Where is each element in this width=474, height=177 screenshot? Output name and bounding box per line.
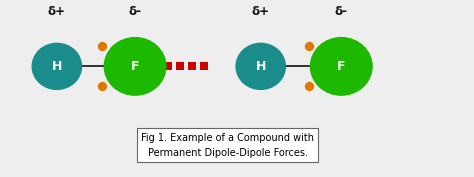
Point [98,85,106,88]
Point [98,45,106,48]
Text: F: F [131,60,139,73]
Point [305,85,313,88]
Circle shape [310,38,372,95]
Text: δ-: δ- [128,5,142,18]
Text: Fig 1. Example of a Compound with
Permanent Dipole-Dipole Forces.: Fig 1. Example of a Compound with Perman… [141,133,314,158]
Text: δ+: δ+ [252,5,270,18]
Text: F: F [337,60,346,73]
Text: δ-: δ- [335,5,348,18]
Circle shape [104,38,166,95]
Circle shape [32,43,82,89]
Text: H: H [255,60,266,73]
Point [188,65,196,68]
Point [176,65,184,68]
Text: H: H [52,60,62,73]
Point [164,65,172,68]
Point [200,65,208,68]
Text: δ+: δ+ [48,5,66,18]
Point [305,45,313,48]
Circle shape [236,43,285,89]
